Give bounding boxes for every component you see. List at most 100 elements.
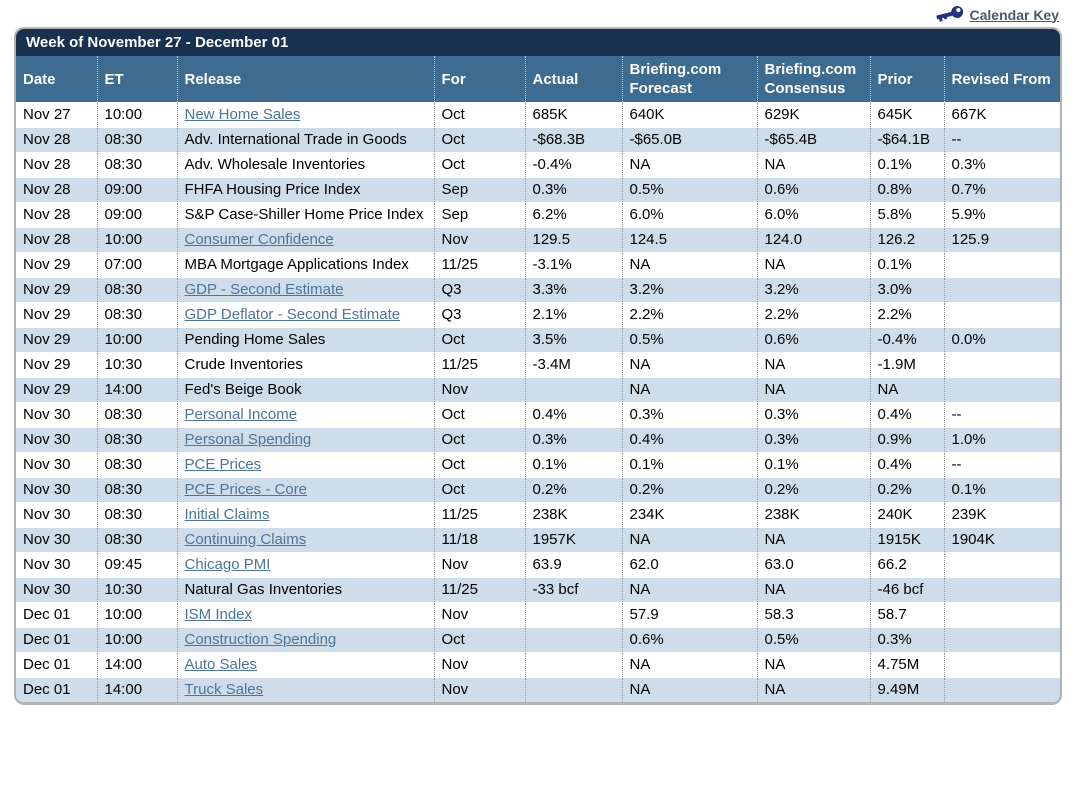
release-link[interactable]: PCE Prices - Core: [184, 481, 308, 498]
calendar-key-link[interactable]: Calendar Key: [969, 6, 1059, 23]
forecast-cell: 234K: [621, 502, 757, 528]
date-cell: Dec 01: [16, 677, 97, 702]
consensus-cell: 0.2%: [756, 477, 870, 503]
table-row: Nov 30 08:30 Personal Spending Oct 0.3% 0.4% 0…: [16, 427, 1060, 453]
consensus-cell: 2.2%: [756, 302, 870, 328]
release-link[interactable]: Chicago PMI: [184, 556, 271, 573]
consensus-cell: NA: [756, 152, 870, 178]
table-row: Nov 29 08:30 GDP Deflator - Second Estimat…: [16, 302, 1060, 328]
release-link[interactable]: Construction Spending: [184, 631, 337, 648]
release-cell: Chicago PMI: [176, 552, 434, 578]
for-cell: 11/18: [433, 527, 525, 553]
consensus-cell: 0.3%: [756, 427, 870, 453]
release-cell: ISM Index: [176, 602, 434, 628]
for-cell: Nov: [433, 377, 525, 403]
for-cell: Oct: [433, 152, 525, 178]
prior-cell: 58.7: [869, 602, 944, 628]
consensus-cell: 0.5%: [756, 627, 870, 653]
actual-cell: [524, 602, 622, 628]
consensus-cell: 238K: [756, 502, 870, 528]
forecast-cell: NA: [621, 252, 757, 278]
release-link[interactable]: Truck Sales: [184, 681, 264, 698]
release-cell: Natural Gas Inventories: [176, 577, 434, 603]
table-row: Nov 28 09:00 FHFA Housing Price Index Sep 0.…: [16, 177, 1060, 203]
prior-cell: 0.4%: [869, 452, 944, 478]
release-link[interactable]: PCE Prices: [184, 456, 262, 473]
col-header-et: ET: [96, 56, 177, 103]
actual-cell: -3.4M: [524, 352, 622, 378]
for-cell: Oct: [433, 477, 525, 503]
for-cell: Oct: [433, 102, 525, 128]
for-cell: 11/25: [433, 252, 525, 278]
date-cell: Nov 29: [16, 277, 97, 303]
et-cell: 10:00: [96, 627, 177, 653]
release-link[interactable]: GDP Deflator - Second Estimate: [184, 306, 401, 323]
release-cell: Auto Sales: [176, 652, 434, 678]
for-cell: Oct: [433, 452, 525, 478]
release-cell: PCE Prices: [176, 452, 434, 478]
prior-cell: -1.9M: [869, 352, 944, 378]
prior-cell: 0.1%: [869, 252, 944, 278]
date-cell: Nov 29: [16, 302, 97, 328]
actual-cell: 3.5%: [524, 327, 622, 353]
et-cell: 10:00: [96, 602, 177, 628]
col-header-consensus: Briefing.com Consensus: [756, 56, 870, 103]
forecast-cell: 0.4%: [621, 427, 757, 453]
release-link[interactable]: Initial Claims: [184, 506, 270, 523]
et-cell: 14:00: [96, 377, 177, 403]
for-cell: Oct: [433, 402, 525, 428]
revised-cell: 0.7%: [943, 177, 1060, 203]
table-row: Nov 30 08:30 Initial Claims 11/25 238K 234K 23…: [16, 502, 1060, 528]
prior-cell: 0.1%: [869, 152, 944, 178]
prior-cell: 9.49M: [869, 677, 944, 702]
actual-cell: -3.1%: [524, 252, 622, 278]
actual-cell: 238K: [524, 502, 622, 528]
forecast-cell: 0.1%: [621, 452, 757, 478]
consensus-cell: 0.6%: [756, 327, 870, 353]
table-row: Nov 30 08:30 PCE Prices Oct 0.1% 0.1% 0.1% 0.4%…: [16, 452, 1060, 478]
release-link[interactable]: ISM Index: [184, 606, 253, 623]
release-link[interactable]: Personal Spending: [184, 431, 312, 448]
release-link[interactable]: GDP - Second Estimate: [184, 281, 344, 298]
for-cell: Sep: [433, 177, 525, 203]
release-link[interactable]: Continuing Claims: [184, 531, 307, 548]
revised-cell: [943, 302, 1060, 328]
release-link[interactable]: New Home Sales: [184, 106, 301, 123]
actual-cell: -0.4%: [524, 152, 622, 178]
table-row: Nov 30 08:30 PCE Prices - Core Oct 0.2% 0.2% 0…: [16, 477, 1060, 503]
release-link[interactable]: Personal Income: [184, 406, 298, 423]
for-cell: Nov: [433, 227, 525, 253]
actual-cell: 129.5: [524, 227, 622, 253]
release-link[interactable]: Consumer Confidence: [184, 231, 334, 248]
et-cell: 10:30: [96, 352, 177, 378]
col-header-actual: Actual: [524, 56, 622, 103]
for-cell: 11/25: [433, 352, 525, 378]
prior-cell: 4.75M: [869, 652, 944, 678]
for-cell: Oct: [433, 427, 525, 453]
prior-cell: -$64.1B: [869, 127, 944, 153]
economic-calendar-table: Week of November 27 - December 01 Date E…: [14, 27, 1062, 705]
for-cell: 11/25: [433, 502, 525, 528]
revised-cell: [943, 352, 1060, 378]
table-row: Nov 27 10:00 New Home Sales Oct 685K 640K 629K…: [16, 102, 1060, 128]
table-row: Nov 30 09:45 Chicago PMI Nov 63.9 62.0 63.0 66.…: [16, 552, 1060, 578]
actual-cell: -33 bcf: [524, 577, 622, 603]
forecast-cell: 6.0%: [621, 202, 757, 228]
et-cell: 07:00: [96, 252, 177, 278]
table-row: Nov 30 08:30 Personal Income Oct 0.4% 0.3% 0.3…: [16, 402, 1060, 428]
table-row: Nov 30 08:30 Continuing Claims 11/18 1957K NA…: [16, 527, 1060, 553]
release-link[interactable]: Auto Sales: [184, 656, 258, 673]
date-cell: Nov 30: [16, 527, 97, 553]
et-cell: 08:30: [96, 527, 177, 553]
actual-cell: [524, 377, 622, 403]
table-row: Dec 01 14:00 Auto Sales Nov NA NA 4.75M: [16, 652, 1060, 678]
revised-cell: [943, 277, 1060, 303]
actual-cell: 63.9: [524, 552, 622, 578]
for-cell: Oct: [433, 327, 525, 353]
col-header-revised: Revised From: [943, 56, 1060, 103]
release-label: Natural Gas Inventories: [184, 581, 343, 598]
table-row: Nov 29 07:00 MBA Mortgage Applications Ind…: [16, 252, 1060, 278]
revised-cell: [943, 252, 1060, 278]
release-cell: Construction Spending: [176, 627, 434, 653]
header-row: Date ET Release For Actual Briefing.com …: [16, 56, 1060, 103]
